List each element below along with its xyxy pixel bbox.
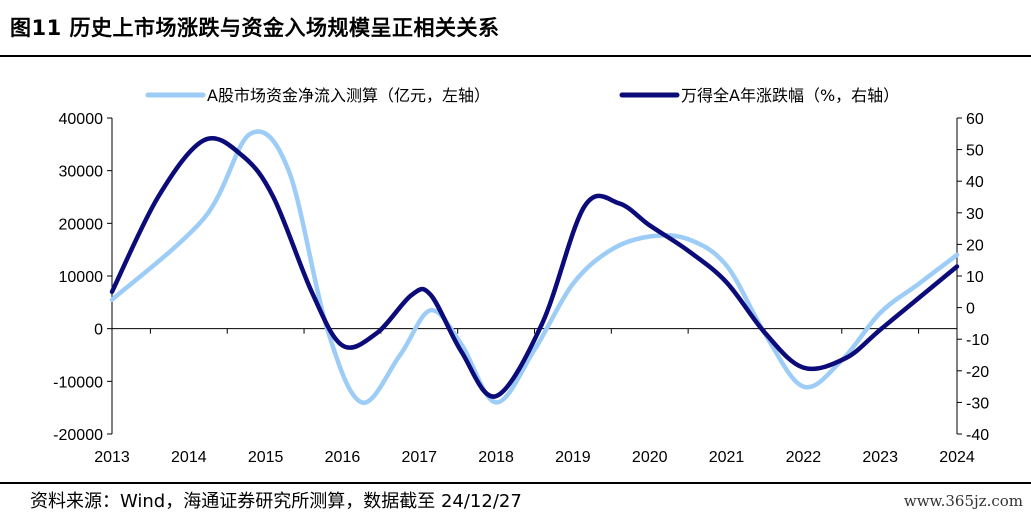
- x-tick-label: 2016: [325, 449, 361, 466]
- left-tick-label: 0: [94, 322, 103, 339]
- x-tick-label: 2017: [401, 449, 437, 466]
- right-tick-label: 30: [966, 206, 984, 223]
- right-tick-label: 50: [966, 143, 984, 160]
- figure-title: 图11 历史上市场涨跌与资金入场规模呈正相关关系: [10, 16, 500, 40]
- right-tick-label: -20: [966, 364, 989, 381]
- legend-label-fund-flow: A股市场资金净流入测算（亿元，左轴）: [207, 86, 490, 105]
- chart-legend: A股市场资金净流入测算（亿元，左轴） 万得全A年涨跌幅（%，右轴）: [145, 86, 899, 105]
- x-tick-label: 2015: [248, 449, 284, 466]
- x-tick-label: 2013: [94, 449, 130, 466]
- left-tick-label: -20000: [53, 427, 103, 444]
- x-tick-label: 2022: [786, 449, 822, 466]
- left-tick-label: 10000: [59, 269, 104, 286]
- source-note: 资料来源：Wind，海通证券研究所测算，数据截至 24/12/27: [30, 491, 522, 512]
- series-line-fund-flow: [109, 129, 960, 405]
- left-tick-label: 30000: [59, 164, 104, 181]
- x-tick-label: 2020: [632, 449, 668, 466]
- chart-series: [109, 129, 960, 405]
- title-rule: [0, 55, 1031, 57]
- chart-axes: -20000 -10000 0 10000 20000 30000 40000 -40 -30 -…: [53, 111, 989, 466]
- x-tick-label: 2014: [171, 449, 207, 466]
- dual-axis-line-chart: A股市场资金净流入测算（亿元，左轴） 万得全A年涨跌幅（%，右轴） -20000…: [53, 86, 989, 466]
- right-tick-label: 40: [966, 174, 984, 191]
- right-tick-label: -40: [966, 427, 989, 444]
- legend-label-index-return: 万得全A年涨跌幅（%，右轴）: [681, 86, 899, 105]
- right-tick-label: -10: [966, 332, 989, 349]
- right-tick-label: 0: [966, 301, 975, 318]
- x-tick-label: 2018: [478, 449, 514, 466]
- left-tick-label: 20000: [59, 216, 104, 233]
- left-tick-label: -10000: [53, 374, 103, 391]
- source-rule: [0, 482, 1031, 484]
- right-tick-label: -30: [966, 395, 989, 412]
- right-tick-label: 20: [966, 237, 984, 254]
- watermark: www.365jz.com: [903, 492, 1023, 510]
- x-tick-label: 2021: [709, 449, 745, 466]
- right-tick-label: 10: [966, 269, 984, 286]
- left-tick-label: 40000: [59, 111, 104, 128]
- x-tick-label: 2019: [555, 449, 591, 466]
- right-tick-label: 60: [966, 111, 984, 128]
- series-line-index-return: [109, 136, 960, 399]
- x-tick-label: 2024: [939, 449, 975, 466]
- x-tick-label: 2023: [862, 449, 898, 466]
